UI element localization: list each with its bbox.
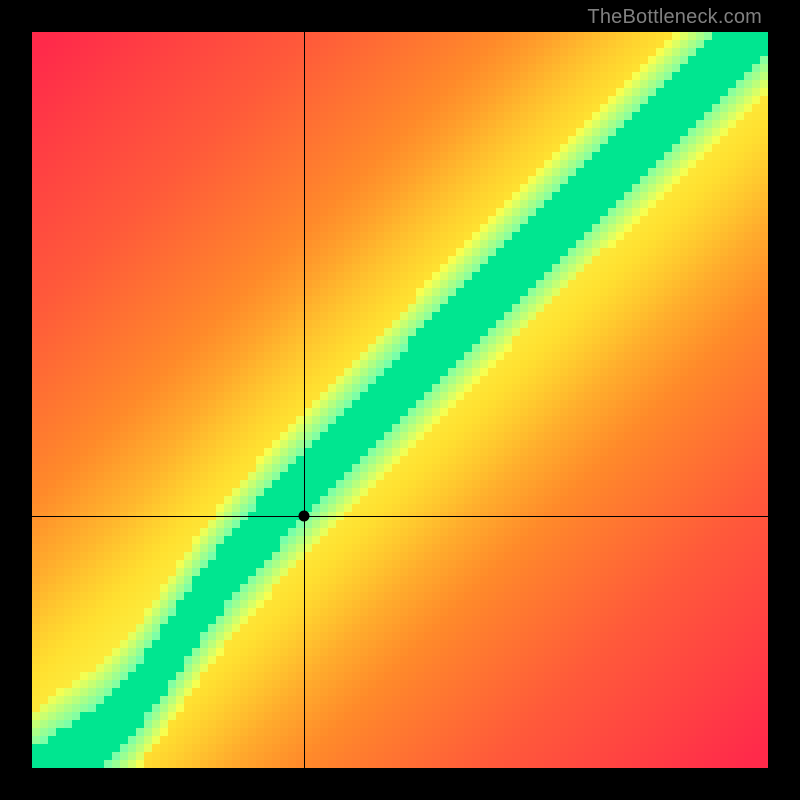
crosshair-horizontal bbox=[32, 516, 768, 517]
chart-container: TheBottleneck.com bbox=[0, 0, 800, 800]
bottleneck-heatmap bbox=[32, 32, 768, 768]
crosshair-marker bbox=[299, 511, 310, 522]
watermark-text: TheBottleneck.com bbox=[587, 6, 762, 29]
crosshair-vertical bbox=[304, 32, 305, 768]
